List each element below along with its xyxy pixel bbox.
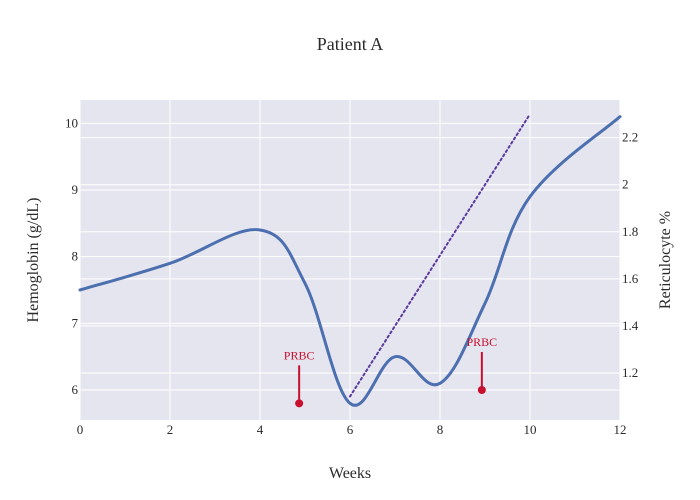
y-tick-label: 7 <box>72 315 79 330</box>
annotation-marker <box>477 386 486 394</box>
annotation-marker <box>295 399 304 408</box>
x-tick-label: 6 <box>347 422 354 437</box>
y-tick-label: 8 <box>72 249 79 264</box>
annotation-label: PRBC <box>467 335 498 349</box>
y2-tick-label: 1.2 <box>622 365 638 380</box>
y-axis-title: Hemoglobin (g/dL) <box>25 198 42 323</box>
y2-tick-label: 1.8 <box>622 224 638 239</box>
reticulocyte-line <box>349 113 531 398</box>
y2-tick-label: 2.2 <box>622 130 638 145</box>
annotation-prbc: PRBC <box>467 335 498 394</box>
chart-title: Patient A <box>317 34 384 54</box>
x-tick-label: 8 <box>437 422 444 437</box>
x-tick-label: 4 <box>257 422 264 437</box>
y2-tick-label: 1.4 <box>622 318 639 333</box>
annotations: PRBC PRBC <box>284 335 498 408</box>
tick-labels: 0 2 4 6 8 10 12 6 7 8 9 10 1.2 1.4 1.6 1.8 2 2.2 <box>65 115 639 437</box>
y-tick-label: 6 <box>72 382 79 397</box>
annotation-prbc: PRBC <box>284 348 315 408</box>
x-tick-label: 10 <box>524 422 537 437</box>
y2-tick-label: 2 <box>622 177 629 192</box>
y-tick-label: 9 <box>72 182 79 197</box>
series-layer <box>78 113 622 407</box>
y-tick-label: 10 <box>65 115 78 130</box>
hemoglobin-line <box>78 115 622 407</box>
grid-lines <box>79 100 621 420</box>
x-tick-label: 2 <box>167 422 174 437</box>
x-axis-title: Weeks <box>329 465 371 482</box>
x-tick-label: 12 <box>614 422 627 437</box>
y2-axis-title: Reticulocyte % <box>657 211 674 309</box>
annotation-label: PRBC <box>284 348 315 362</box>
y2-tick-label: 1.6 <box>622 271 639 286</box>
x-tick-label: 0 <box>77 422 84 437</box>
